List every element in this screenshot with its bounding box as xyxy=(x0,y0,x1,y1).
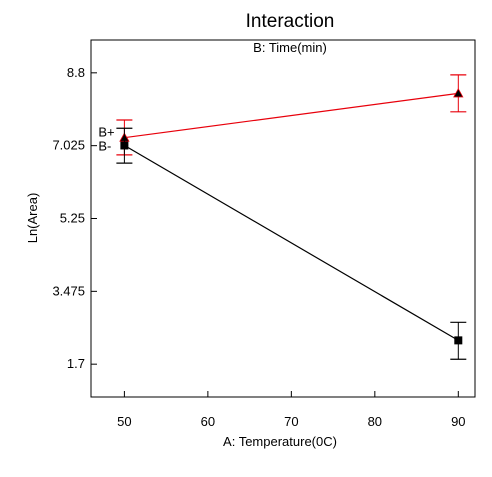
data-point-triangle xyxy=(453,88,464,98)
plot-series xyxy=(116,74,467,360)
x-axis: 50 60 70 80 90 xyxy=(117,391,466,429)
data-point-square xyxy=(120,141,129,150)
y-tick-label: 5.25 xyxy=(60,211,85,226)
chart-title: Interaction xyxy=(246,11,335,32)
y-tick-label: 8.8 xyxy=(67,65,85,80)
x-tick-label: 80 xyxy=(368,414,382,429)
x-tick-label: 90 xyxy=(451,414,465,429)
series-line xyxy=(124,92,459,139)
x-tick-label: 60 xyxy=(201,414,215,429)
data-point-square xyxy=(454,336,463,345)
y-axis-title: Ln(Area) xyxy=(25,193,40,244)
series-label: B+ xyxy=(98,125,114,140)
y-tick-label: 7.025 xyxy=(52,138,85,153)
x-tick-label: 50 xyxy=(117,414,131,429)
series-label: B- xyxy=(98,138,111,153)
y-tick-label: 1.7 xyxy=(67,356,85,371)
x-axis-title: A: Temperature(0C) xyxy=(223,434,337,449)
y-axis: 1.7 3.475 5.25 7.025 8.8 xyxy=(52,65,97,371)
x-tick-label: 70 xyxy=(284,414,298,429)
series-line xyxy=(124,144,459,341)
chart-subtitle: B: Time(min) xyxy=(253,40,327,55)
series-labels: B+B- xyxy=(98,125,114,154)
y-tick-label: 3.475 xyxy=(52,283,85,298)
plot-frame xyxy=(90,39,476,398)
